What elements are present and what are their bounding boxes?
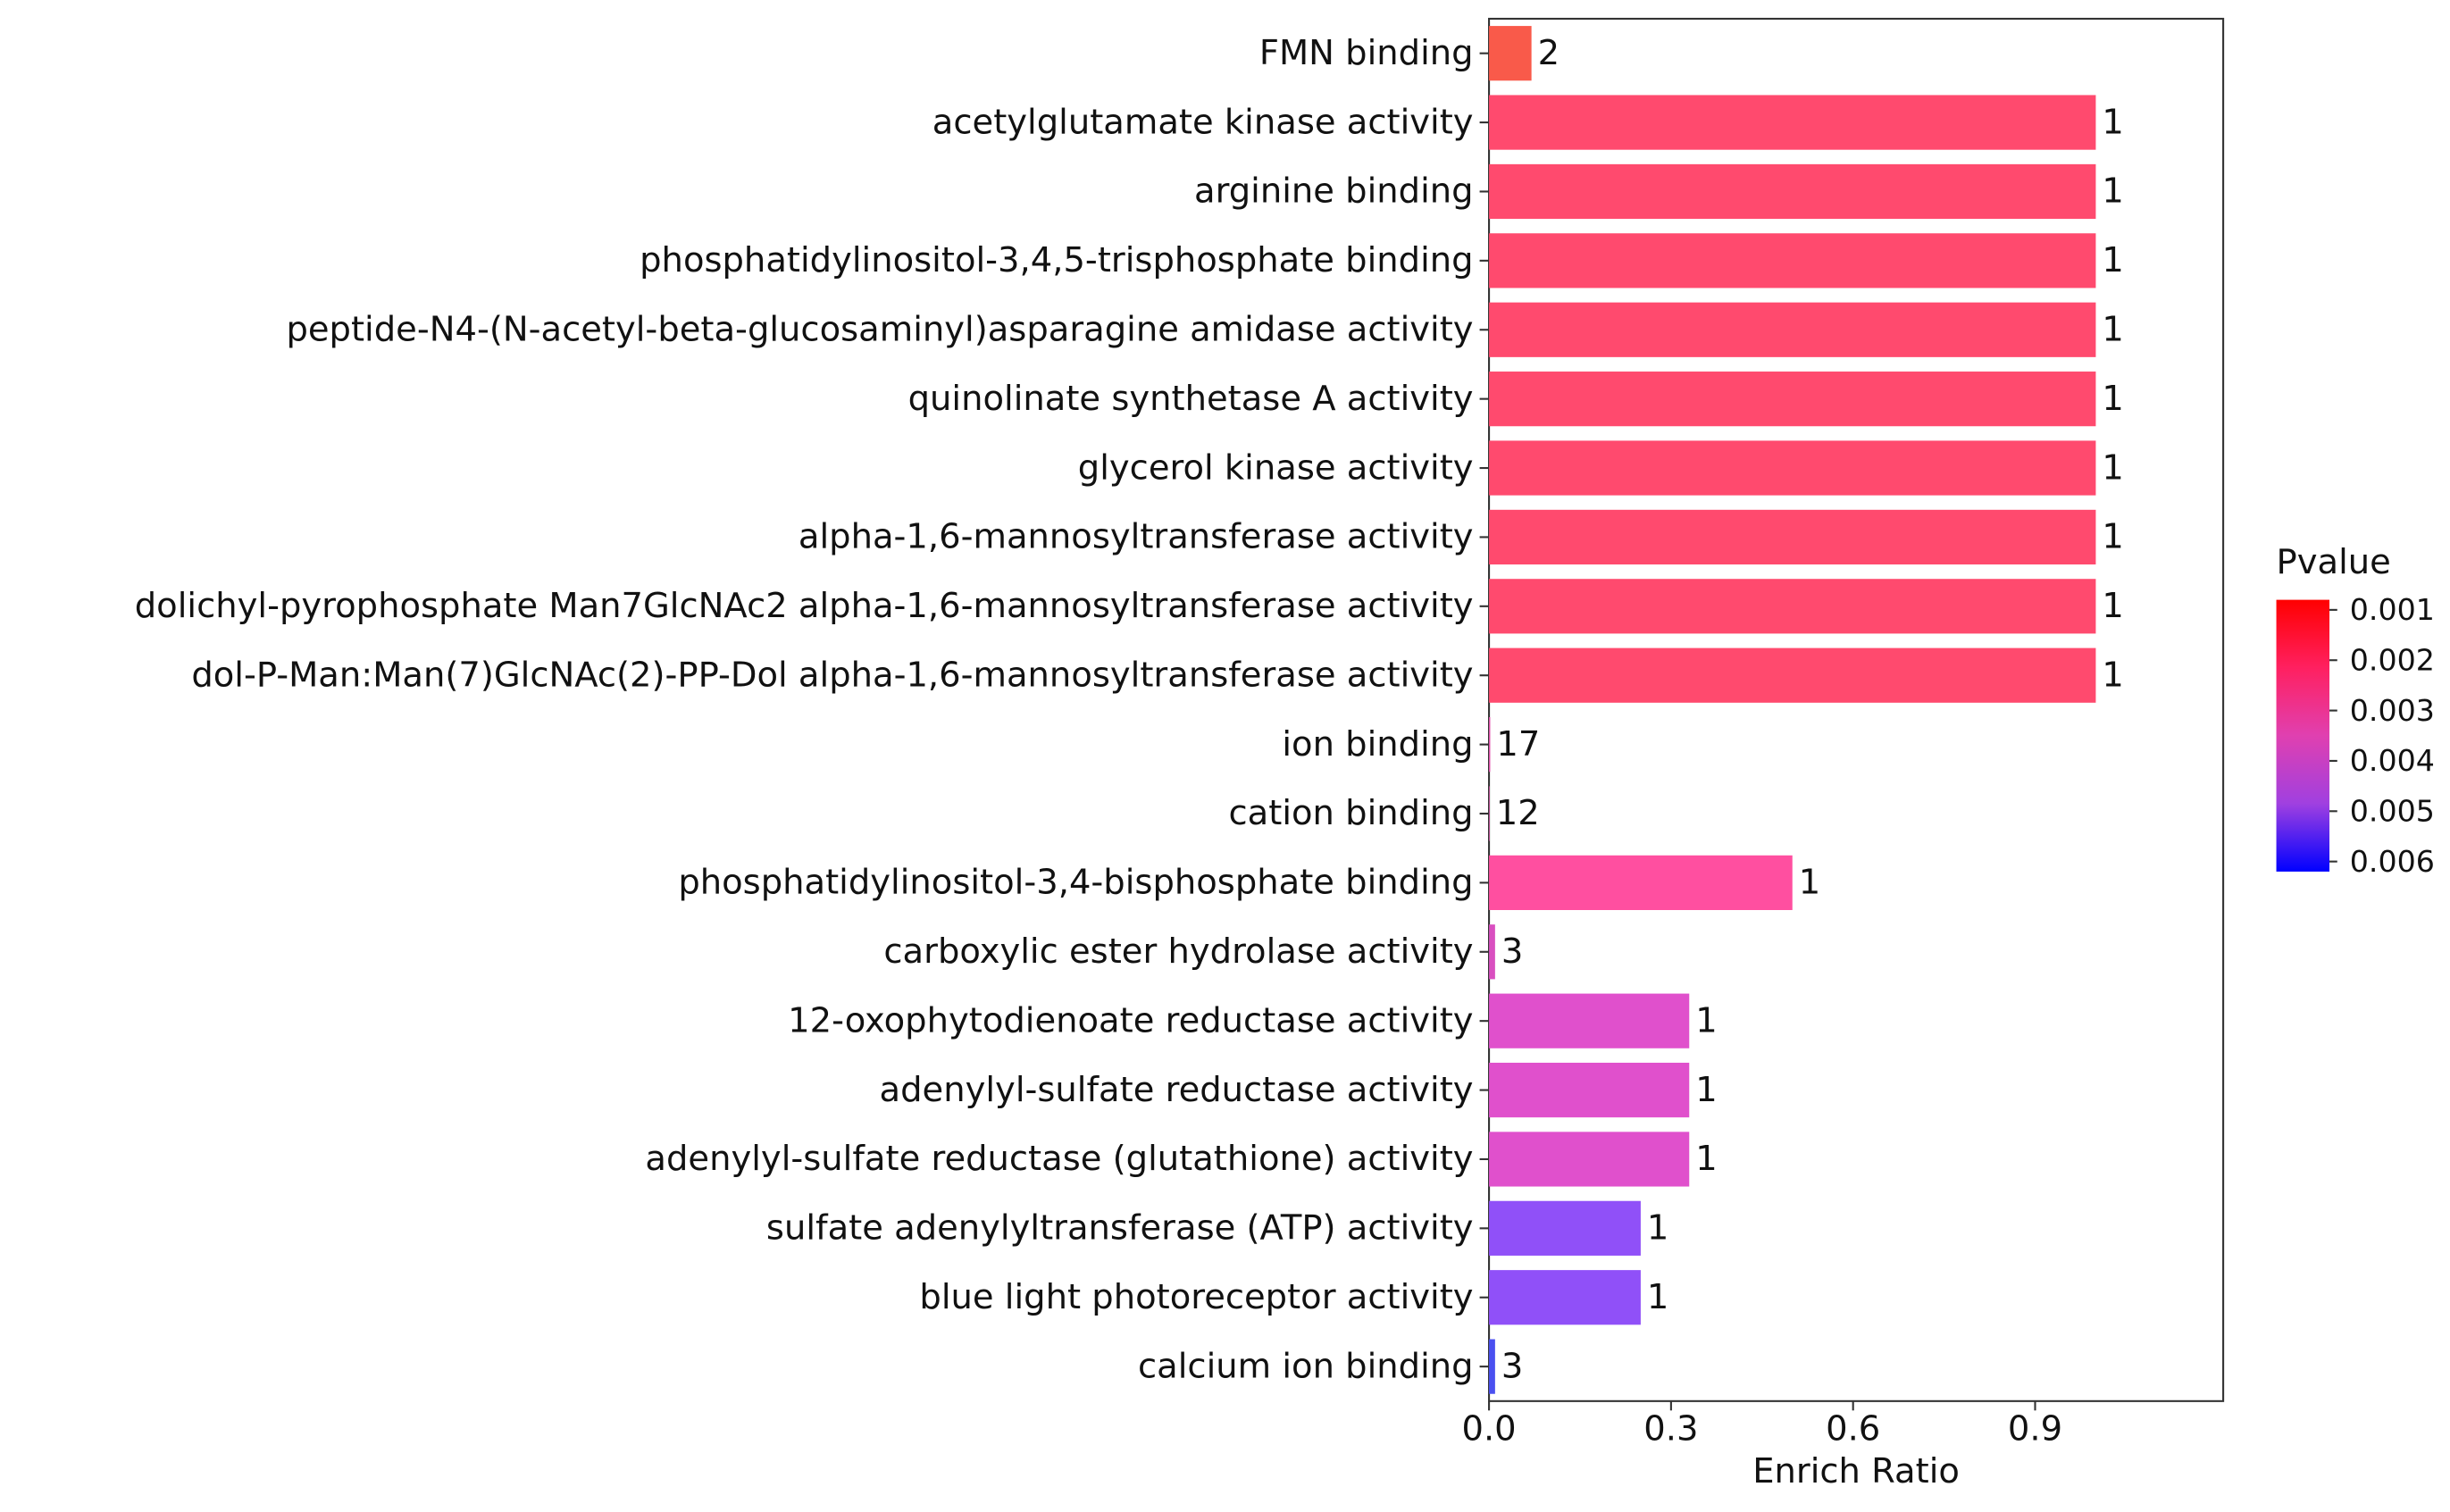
y-tick-label: adenylyl-sulfate reductase (glutathione)…	[645, 1139, 1473, 1179]
count-label: 2	[1538, 33, 1559, 73]
y-tick-label: adenylyl-sulfate reductase activity	[880, 1070, 1474, 1110]
bar	[1489, 372, 2096, 427]
bar	[1489, 1270, 1641, 1325]
y-tick-label: calcium ion binding	[1138, 1346, 1474, 1386]
bar	[1489, 302, 2096, 357]
count-label: 1	[2102, 447, 2123, 488]
count-label: 1	[1695, 1070, 1717, 1110]
count-label: 1	[1647, 1277, 1668, 1317]
count-label: 1	[2102, 517, 2123, 557]
colorbar-tick-label: 0.005	[2350, 794, 2435, 829]
count-label: 1	[2102, 379, 2123, 419]
y-tick-label: peptide-N4-(N-acetyl-beta-glucosaminyl)a…	[286, 309, 1473, 349]
y-tick-label: FMN binding	[1259, 33, 1474, 73]
count-label: 1	[1799, 863, 1820, 903]
bar	[1489, 993, 1690, 1048]
bar	[1489, 509, 2096, 565]
bar	[1489, 716, 1491, 773]
count-label: 17	[1496, 724, 1540, 764]
colorbar-tick-label: 0.002	[2350, 642, 2435, 677]
colorbar-tick-label: 0.004	[2350, 743, 2435, 778]
bar	[1489, 1200, 1641, 1256]
bar	[1489, 1132, 1690, 1187]
bar	[1489, 163, 2096, 220]
y-tick-label: arginine binding	[1194, 171, 1474, 212]
x-tick-label: 0.9	[2008, 1409, 2062, 1449]
bar	[1489, 855, 1793, 910]
count-label: 3	[1501, 1346, 1523, 1386]
y-tick-label: phosphatidylinositol-3,4-bisphosphate bi…	[678, 863, 1473, 903]
bar	[1489, 579, 2096, 634]
y-tick-label: blue light photoreceptor activity	[919, 1277, 1473, 1317]
y-tick-label: dol-P-Man:Man(7)GlcNAc(2)-PP-Dol alpha-1…	[191, 655, 1473, 695]
y-tick-label: dolichyl-pyrophosphate Man7GlcNAc2 alpha…	[135, 586, 1474, 626]
count-label: 1	[2102, 240, 2123, 280]
colorbar-tick-label: 0.006	[2350, 844, 2435, 879]
y-tick-label: carboxylic ester hydrolase activity	[883, 931, 1473, 972]
colorbar-tick-label: 0.001	[2350, 592, 2435, 627]
colorbar-title: Pvalue	[2277, 542, 2391, 582]
y-tick-label: glycerol kinase activity	[1078, 447, 1474, 488]
x-tick-label: 0.3	[1643, 1409, 1698, 1449]
x-axis-label: Enrich Ratio	[1752, 1451, 1960, 1491]
bar	[1489, 1062, 1690, 1118]
count-label: 1	[2102, 309, 2123, 349]
count-label: 1	[2102, 171, 2123, 212]
colorbar-tick-label: 0.003	[2350, 693, 2435, 728]
y-tick-label: alpha-1,6-mannosyltransferase activity	[799, 517, 1474, 557]
y-tick-label: ion binding	[1282, 724, 1473, 764]
y-tick-label: 12-oxophytodienoate reductase activity	[788, 1000, 1473, 1040]
y-tick-label: cation binding	[1229, 793, 1474, 833]
count-label: 1	[2102, 655, 2123, 695]
plot-frame	[1488, 17, 2225, 1402]
bar	[1489, 924, 1495, 980]
count-label: 1	[2102, 102, 2123, 142]
bar	[1489, 95, 2096, 150]
count-label: 1	[1695, 1000, 1717, 1040]
bar	[1489, 26, 1532, 81]
count-label: 12	[1496, 793, 1540, 833]
count-label: 1	[1695, 1139, 1717, 1179]
bar	[1489, 1339, 1495, 1394]
y-tick-label: sulfate adenylyltransferase (ATP) activi…	[766, 1208, 1474, 1249]
y-tick-label: quinolinate synthetase A activity	[908, 379, 1474, 419]
bar	[1489, 233, 2096, 288]
y-tick-label: acetylglutamate kinase activity	[932, 102, 1474, 142]
bar	[1489, 647, 2096, 703]
bar	[1489, 440, 2096, 496]
count-label: 1	[2102, 586, 2123, 626]
count-label: 3	[1501, 931, 1523, 972]
x-tick-label: 0.0	[1461, 1409, 1516, 1449]
colorbar	[2276, 599, 2330, 872]
y-tick-label: phosphatidylinositol-3,4,5-trisphosphate…	[640, 240, 1473, 280]
count-label: 1	[1647, 1208, 1668, 1249]
bar	[1489, 786, 1490, 841]
x-tick-label: 0.6	[1826, 1409, 1880, 1449]
